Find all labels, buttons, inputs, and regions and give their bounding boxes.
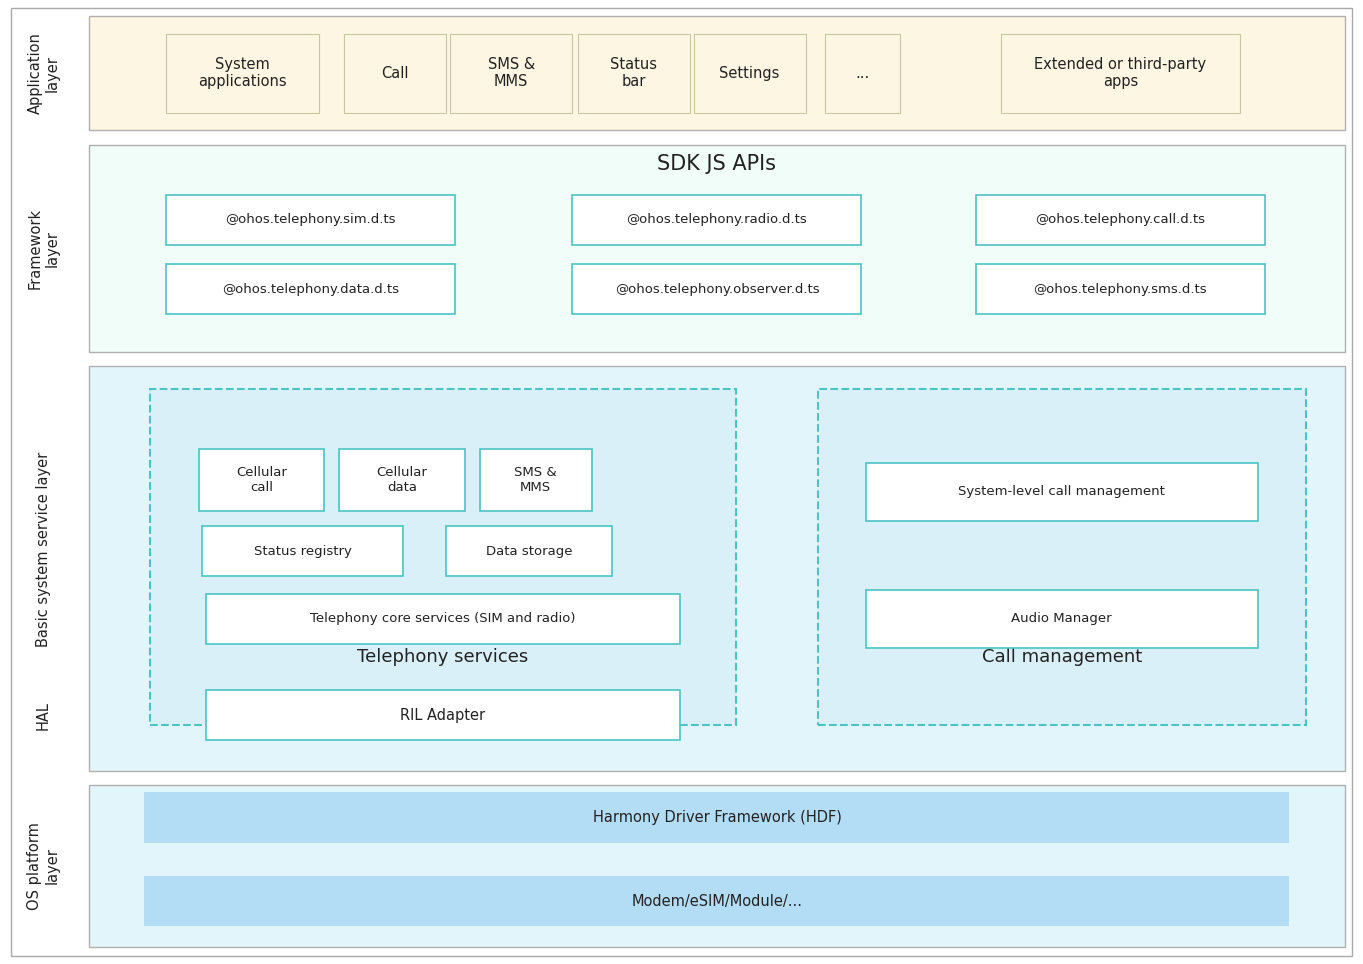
FancyBboxPatch shape [866,463,1258,521]
FancyBboxPatch shape [144,876,1289,926]
Text: @ohos.telephony.call.d.ts: @ohos.telephony.call.d.ts [1036,213,1205,227]
Text: Data storage: Data storage [485,545,572,558]
FancyBboxPatch shape [89,785,1345,947]
FancyBboxPatch shape [166,34,319,113]
FancyBboxPatch shape [572,264,861,314]
FancyBboxPatch shape [1000,34,1240,113]
FancyBboxPatch shape [202,526,403,576]
FancyBboxPatch shape [694,34,806,113]
Text: SMS &
MMS: SMS & MMS [514,466,557,495]
Text: @ohos.telephony.radio.d.ts: @ohos.telephony.radio.d.ts [627,213,807,227]
FancyBboxPatch shape [89,145,1345,352]
Text: RIL Adapter: RIL Adapter [401,708,485,723]
FancyBboxPatch shape [339,449,465,511]
FancyBboxPatch shape [976,264,1265,314]
Text: SDK JS APIs: SDK JS APIs [657,154,777,174]
Text: @ohos.telephony.sms.d.ts: @ohos.telephony.sms.d.ts [1033,282,1208,296]
Text: Extended or third-party
apps: Extended or third-party apps [1035,57,1206,90]
FancyBboxPatch shape [976,195,1265,245]
Text: Cellular
call: Cellular call [236,466,288,495]
Text: @ohos.telephony.sim.d.ts: @ohos.telephony.sim.d.ts [225,213,397,227]
FancyBboxPatch shape [89,16,1345,130]
FancyBboxPatch shape [206,594,680,644]
Text: ...: ... [856,66,870,81]
Text: Basic system service layer: Basic system service layer [35,452,52,647]
FancyBboxPatch shape [480,449,592,511]
FancyBboxPatch shape [866,590,1258,648]
Text: @ohos.telephony.data.d.ts: @ohos.telephony.data.d.ts [222,282,399,296]
Text: Status
bar: Status bar [611,57,657,90]
Text: Audio Manager: Audio Manager [1011,612,1112,626]
FancyBboxPatch shape [89,366,1345,771]
FancyBboxPatch shape [206,690,680,740]
FancyBboxPatch shape [826,34,901,113]
Text: Cellular
data: Cellular data [376,466,428,495]
Text: Call management: Call management [981,649,1142,666]
Text: Framework
layer: Framework layer [27,208,60,289]
FancyBboxPatch shape [572,195,861,245]
FancyBboxPatch shape [446,526,612,576]
Text: Status registry: Status registry [254,545,352,558]
Text: Settings: Settings [720,66,780,81]
Text: HAL: HAL [35,701,52,730]
FancyBboxPatch shape [578,34,690,113]
FancyBboxPatch shape [345,34,447,113]
Text: Telephony core services (SIM and radio): Telephony core services (SIM and radio) [311,612,575,626]
Text: Modem/eSIM/Module/...: Modem/eSIM/Module/... [631,894,803,909]
Text: SMS &
MMS: SMS & MMS [488,57,534,90]
FancyBboxPatch shape [150,389,736,725]
Text: System-level call management: System-level call management [958,485,1165,498]
Text: Telephony services: Telephony services [357,649,529,666]
FancyBboxPatch shape [144,792,1289,843]
Text: @ohos.telephony.observer.d.ts: @ohos.telephony.observer.d.ts [615,282,819,296]
FancyBboxPatch shape [166,195,455,245]
FancyBboxPatch shape [166,264,455,314]
Text: System
applications: System applications [198,57,288,90]
FancyBboxPatch shape [818,389,1306,725]
FancyBboxPatch shape [450,34,572,113]
Text: Application
layer: Application layer [27,33,60,114]
FancyBboxPatch shape [199,449,324,511]
Text: OS platform
layer: OS platform layer [27,821,60,910]
Text: Call: Call [382,66,409,81]
Text: Harmony Driver Framework (HDF): Harmony Driver Framework (HDF) [593,810,841,825]
